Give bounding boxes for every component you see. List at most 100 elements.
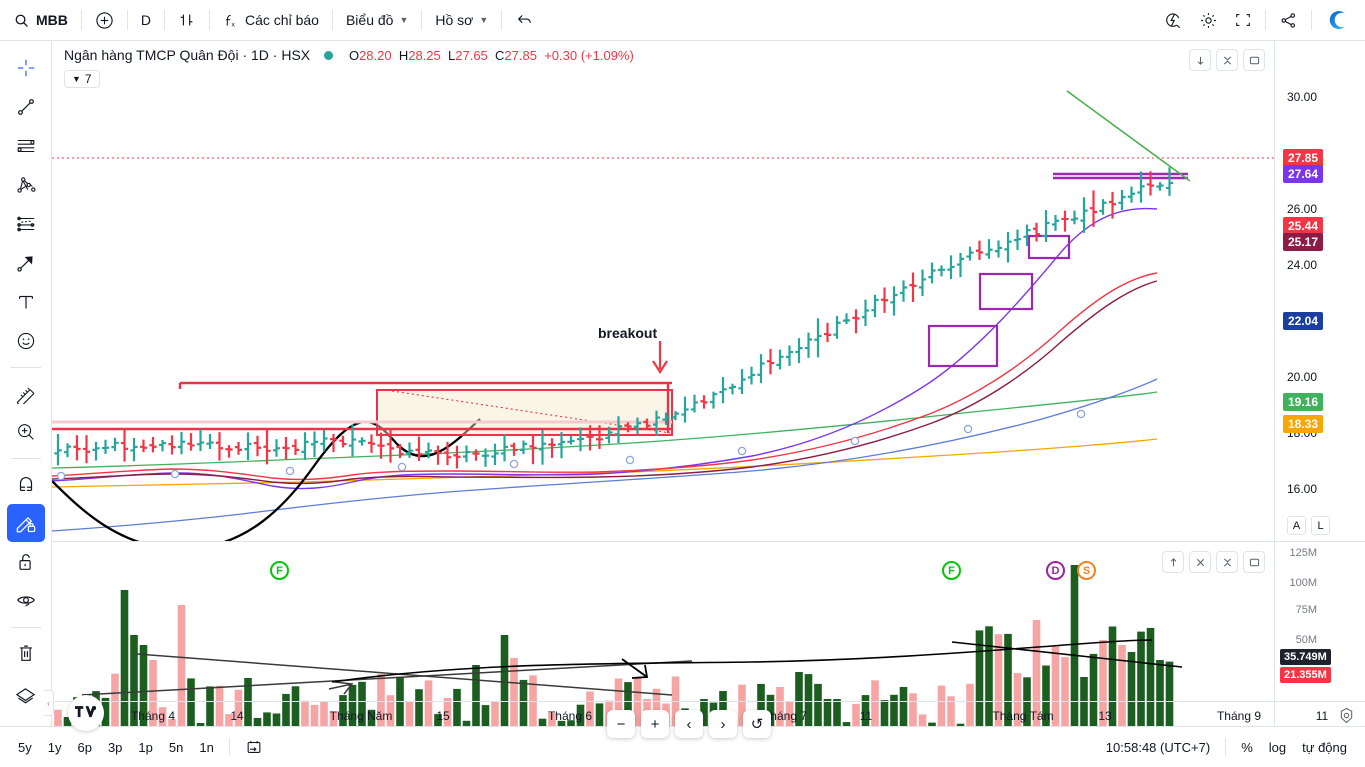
scroll-left-button[interactable]: ‹ (675, 710, 703, 738)
trend-line-tool[interactable] (7, 88, 45, 126)
price-bar (728, 383, 737, 395)
replay-alert-button[interactable] (1156, 5, 1191, 35)
volume-ma-badge[interactable]: 35.749M (1280, 649, 1331, 665)
hide-drawings-tool[interactable] (7, 582, 45, 620)
left-drawing-toolbar (0, 41, 52, 726)
symbol-search-button[interactable]: MBB (8, 5, 76, 35)
range-6m[interactable]: 6p (77, 739, 92, 755)
auto-scale-button[interactable]: A (1287, 516, 1306, 535)
cross-cursor-tool[interactable] (7, 49, 45, 87)
emoji-tool[interactable] (7, 322, 45, 360)
drawing-mode-tool[interactable] (6, 504, 45, 542)
indicators-button[interactable]: x Các chỉ báo (215, 5, 327, 35)
collapsed-studies-button[interactable]: ▼ 7 (64, 70, 100, 88)
move-pane-down-button[interactable] (1189, 49, 1211, 71)
price-bar (1108, 191, 1117, 219)
maximize-pane-button[interactable] (1243, 49, 1265, 71)
percent-scale-button[interactable]: % (1241, 739, 1253, 755)
zoom-out-button[interactable]: − (607, 710, 635, 738)
interval-button[interactable]: D (140, 12, 152, 28)
price-bar (681, 396, 689, 423)
pitchfork-tool[interactable] (7, 166, 45, 204)
price-bar (690, 394, 699, 413)
price-bar (206, 433, 214, 449)
volume-bar (1127, 652, 1136, 740)
ma-badge-darkred[interactable]: 25.17 (1283, 233, 1324, 251)
goto-date-button[interactable] (237, 734, 271, 760)
collapse-left-toolbar-handle[interactable]: ‹ (44, 690, 54, 716)
range-5y[interactable]: 5y (18, 739, 32, 755)
price-bar (1137, 171, 1145, 203)
brand-logo-button[interactable] (1317, 5, 1357, 35)
ma-badge-orange[interactable]: 18.33 (1283, 415, 1324, 433)
event-marker-d[interactable]: D (1046, 561, 1065, 580)
measure-tool[interactable] (7, 374, 45, 412)
price-bar (576, 427, 585, 452)
tradingview-logo-button[interactable] (68, 695, 104, 731)
scroll-right-button[interactable]: › (709, 710, 737, 738)
chart-menu-button[interactable]: Biểu đồ ▼ (338, 5, 416, 35)
range-3m[interactable]: 3p (107, 739, 123, 755)
pitchfork-icon (15, 174, 37, 196)
price-bar (719, 377, 727, 404)
text-tool[interactable] (7, 283, 45, 321)
auto-scale-button[interactable]: tự động (1302, 739, 1347, 755)
settings-gear-icon (1199, 11, 1218, 30)
event-marker-f2[interactable]: F (942, 561, 961, 580)
event-marker-f1[interactable]: F (270, 561, 289, 580)
collapse-pane-button[interactable] (1216, 49, 1238, 71)
zoom-in-tool[interactable] (7, 413, 45, 451)
price-scale[interactable]: 30.00 26.00 24.00 20.00 18.00 16.00 27.8… (1274, 41, 1365, 541)
chart-title[interactable]: Ngân hàng TMCP Quân Đội · 1D · HSX (64, 47, 311, 63)
arrow-marker-tool[interactable] (7, 244, 45, 282)
range-1m[interactable]: 1p (138, 739, 153, 755)
event-marker-s[interactable]: S (1077, 561, 1096, 580)
chart-area: Ngân hàng TMCP Quân Đội · 1D · HSX O28.2… (52, 41, 1365, 742)
last-price-badge[interactable]: 27.85 (1283, 149, 1324, 167)
remove-drawings-tool[interactable] (7, 634, 45, 672)
price-bar (548, 438, 556, 458)
log-scale-button[interactable]: L (1311, 516, 1330, 535)
volume-bar (994, 634, 1003, 740)
ma-badge-red[interactable]: 25.44 (1283, 217, 1324, 235)
settings-button[interactable] (1191, 5, 1226, 35)
breakout-text[interactable]: breakout (598, 325, 658, 341)
divider (501, 10, 503, 30)
pane-separator[interactable] (52, 541, 1365, 542)
magnifier-plus-icon (15, 421, 37, 443)
object-tree-tool[interactable] (7, 678, 45, 716)
ma-badge-blue[interactable]: 22.04 (1283, 312, 1324, 330)
price-bar (814, 318, 822, 358)
ma-badge-purple[interactable]: 27.64 (1283, 165, 1324, 183)
profile-menu-button[interactable]: Hồ sơ ▼ (427, 5, 496, 35)
time-scale-settings-icon[interactable] (1338, 707, 1355, 724)
chart-style-button[interactable] (170, 5, 204, 35)
collapse-pane-button[interactable] (1216, 551, 1238, 573)
fullscreen-button[interactable] (1226, 5, 1260, 35)
volume-last-badge[interactable]: 21.355M (1280, 667, 1331, 683)
add-symbol-button[interactable] (87, 5, 122, 35)
share-button[interactable] (1271, 5, 1306, 35)
price-bar (149, 436, 157, 453)
range-1y[interactable]: 1y (47, 739, 62, 755)
magnet-tool[interactable] (7, 465, 45, 503)
zoom-in-button[interactable]: + (641, 710, 669, 738)
move-pane-up-button[interactable] (1162, 551, 1184, 573)
range-1d[interactable]: 1n (199, 739, 214, 755)
undo-button[interactable] (507, 5, 541, 35)
close-pane-button[interactable] (1189, 551, 1211, 573)
fib-retracement-tool[interactable] (7, 127, 45, 165)
log-scale-button[interactable]: log (1268, 739, 1287, 755)
price-chart-pane[interactable] (52, 41, 1274, 541)
maximize-pane-button[interactable] (1243, 551, 1265, 573)
reset-chart-button[interactable]: ↺ (743, 710, 771, 738)
chart-menu-label: Biểu đồ (345, 12, 394, 28)
lock-drawings-tool[interactable] (7, 543, 45, 581)
ma-badge-green[interactable]: 19.16 (1283, 393, 1324, 411)
range-5d[interactable]: 5n (168, 739, 184, 755)
gann-pattern-tool[interactable] (7, 205, 45, 243)
volume-scale[interactable]: 125M 100M 75M 50M 35.749M 21.355M (1274, 542, 1365, 742)
divider (10, 627, 41, 628)
price-bar (909, 272, 917, 302)
volume-bar (852, 703, 860, 740)
